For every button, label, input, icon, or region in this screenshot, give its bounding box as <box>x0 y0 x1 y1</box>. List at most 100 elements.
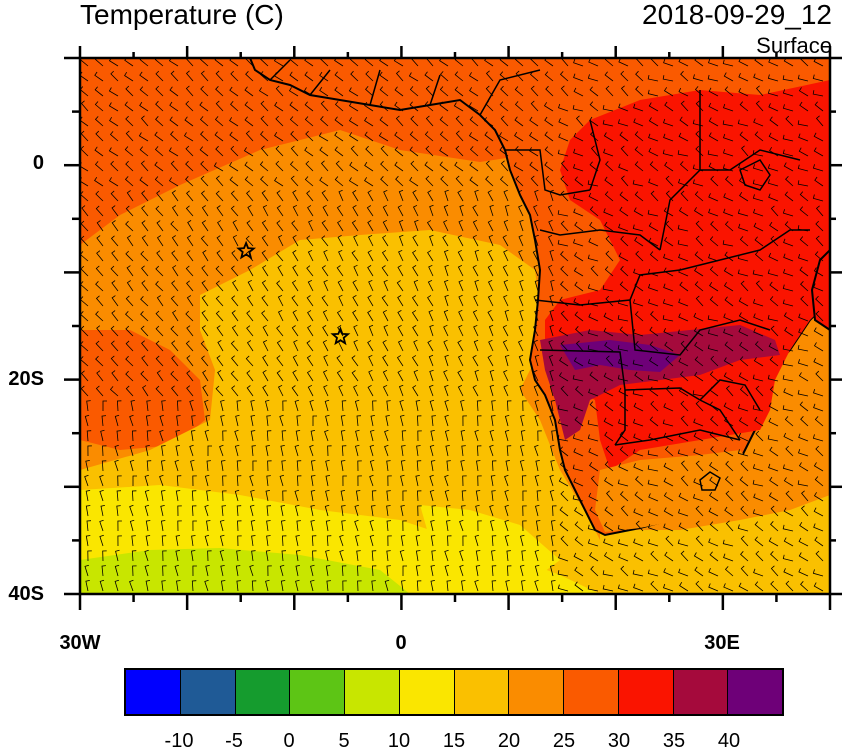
wind-barb <box>110 265 119 277</box>
wind-barb <box>560 85 569 97</box>
wind-barb <box>170 325 179 337</box>
wind-barb <box>755 85 764 97</box>
wind-barb <box>754 131 764 142</box>
wind-barb <box>229 131 239 142</box>
wind-barb <box>185 145 194 157</box>
wind-barb <box>444 474 449 487</box>
wind-barb <box>334 176 344 187</box>
wind-barb <box>617 119 629 127</box>
wind-barb <box>589 552 599 562</box>
wind-barb <box>245 355 254 367</box>
wind-barb <box>473 294 479 307</box>
wind-barb <box>662 583 674 592</box>
wind-barb <box>201 295 209 307</box>
wind-barb <box>260 115 269 127</box>
wind-barb <box>462 415 467 427</box>
wind-barb <box>351 220 359 232</box>
wind-barb <box>740 280 749 292</box>
wind-barb <box>386 505 391 517</box>
wind-barb <box>85 505 91 517</box>
wind-barb <box>488 324 494 337</box>
wind-barb <box>155 116 164 127</box>
wind-barb <box>533 264 539 277</box>
wind-barb <box>785 115 794 127</box>
wind-barb <box>663 133 674 142</box>
wind-barb <box>276 340 284 352</box>
wind-barb <box>814 176 824 187</box>
wind-barb <box>395 115 404 127</box>
wind-barb <box>191 490 197 502</box>
wind-barb <box>350 145 359 157</box>
wind-barb <box>587 359 599 367</box>
wind-barb <box>514 86 524 97</box>
wind-barb <box>291 385 299 397</box>
wind-barb <box>357 460 362 472</box>
wind-barb <box>386 490 391 502</box>
wind-barb <box>513 162 524 172</box>
wind-barb <box>738 432 749 442</box>
wind-barb <box>618 462 629 472</box>
wind-barb <box>678 387 689 397</box>
wind-barb <box>214 116 224 127</box>
wind-barb <box>204 579 209 592</box>
wind-barb <box>252 460 257 472</box>
wind-barb <box>154 131 164 142</box>
wind-barb <box>246 370 254 382</box>
wind-barb <box>357 580 362 592</box>
wind-barb <box>504 489 509 502</box>
wind-barb <box>111 220 119 232</box>
wind-barb <box>587 585 599 592</box>
wind-barb <box>783 238 794 247</box>
wind-barb <box>710 221 719 232</box>
wind-barb <box>277 264 284 277</box>
wind-barb <box>504 309 510 322</box>
wind-barb <box>587 254 599 262</box>
wind-barb <box>325 414 330 427</box>
wind-barb <box>797 120 809 127</box>
wind-barb <box>320 160 329 172</box>
wind-barb <box>84 564 90 577</box>
wind-barb <box>409 131 419 142</box>
wind-barb <box>445 445 450 457</box>
wind-barb <box>340 430 346 442</box>
wind-barb <box>398 219 404 232</box>
wind-barb <box>710 355 719 367</box>
wind-barb <box>604 506 614 517</box>
wind-barb <box>335 160 344 172</box>
wind-barb <box>634 491 644 502</box>
wind-barb <box>485 85 494 97</box>
wind-barb <box>367 295 374 307</box>
wind-barb <box>694 191 704 202</box>
wind-barb <box>484 146 494 157</box>
wind-barb <box>86 520 92 532</box>
wind-barb <box>459 204 464 217</box>
wind-barb <box>428 384 434 397</box>
wind-barb <box>710 446 719 457</box>
wind-barb <box>475 550 481 562</box>
wind-barb <box>351 370 359 382</box>
wind-barb <box>573 448 584 457</box>
wind-barb <box>191 535 196 547</box>
wind-barb <box>783 388 794 397</box>
wind-barb <box>415 550 421 562</box>
wind-barb <box>415 535 421 547</box>
wind-barb <box>96 325 104 337</box>
wind-barb <box>502 234 509 247</box>
wind-barb <box>352 310 359 322</box>
wind-barb <box>189 444 194 457</box>
wind-barb <box>532 249 539 262</box>
wind-barb <box>352 295 359 307</box>
wind-barb <box>754 416 764 427</box>
wind-barb <box>215 145 224 157</box>
wind-barb <box>230 145 239 157</box>
wind-barb <box>400 460 406 472</box>
wind-barb <box>144 474 150 487</box>
wind-barb <box>411 310 419 322</box>
wind-barb <box>417 430 422 442</box>
wind-barb <box>755 550 764 562</box>
wind-barb <box>141 220 149 232</box>
wind-barb <box>443 219 449 232</box>
wind-barb <box>558 327 569 337</box>
wind-barb <box>354 399 360 412</box>
